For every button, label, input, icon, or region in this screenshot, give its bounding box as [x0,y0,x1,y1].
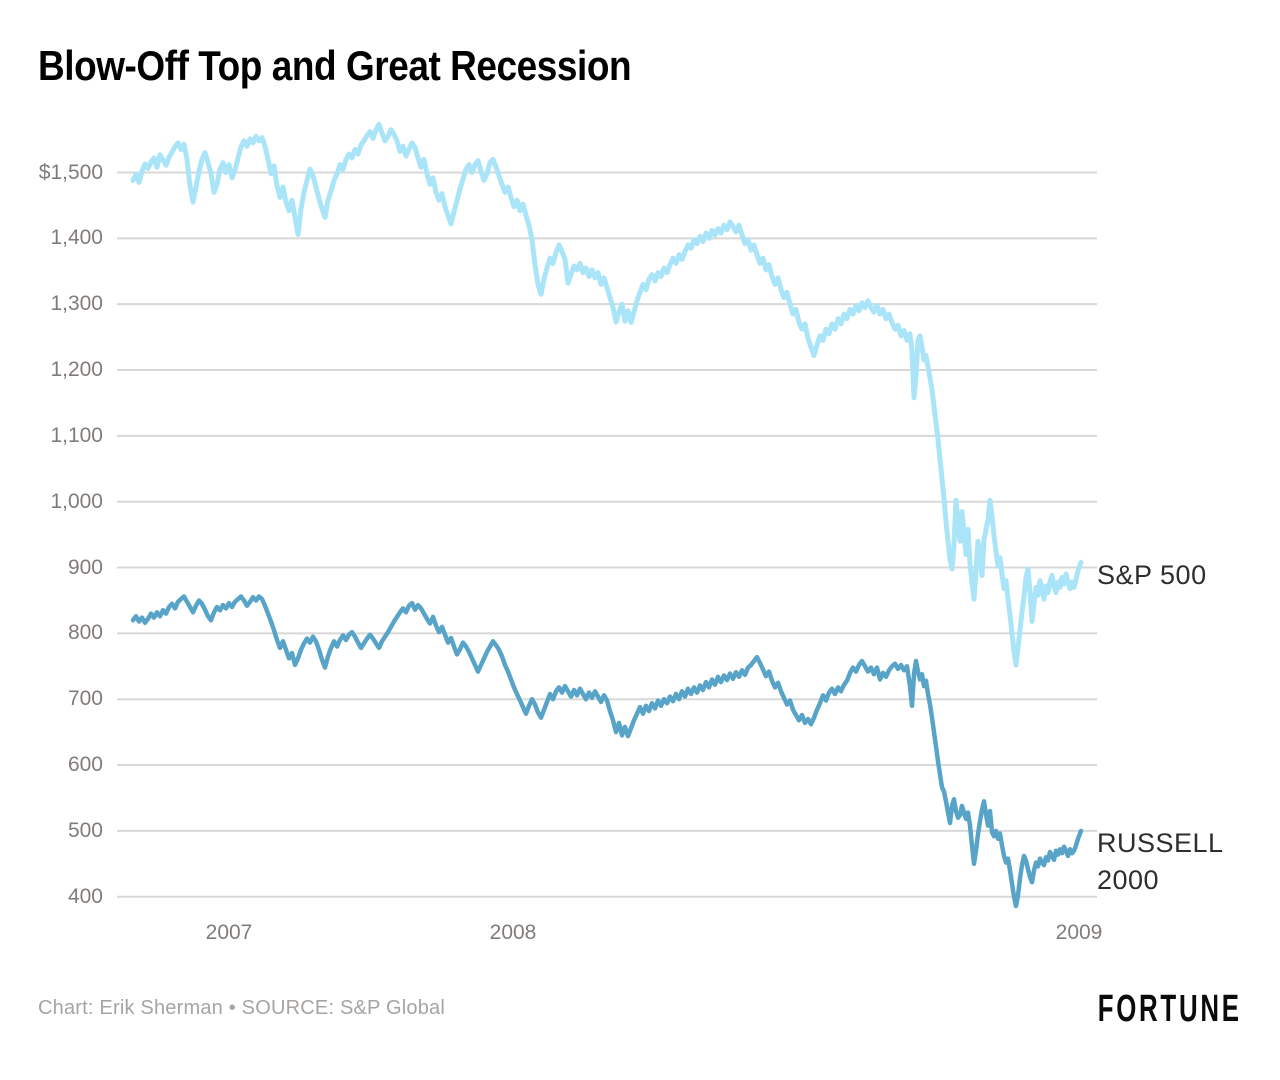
x-axis-label: 2008 [489,921,537,944]
y-axis-label: 1,300 [50,292,103,316]
footer-credit: Chart: Erik Sherman • SOURCE: S&P Global [38,997,445,1019]
y-axis-label: 700 [67,687,103,711]
page-title: Blow-Off Top and Great Recession [38,42,632,89]
y-axis-label: 500 [67,818,103,842]
russell2000-series-label-line1: RUSSELL [1097,828,1224,858]
sp500-series-label: S&P 500 [1097,560,1207,590]
y-axis-label: 1,400 [50,226,103,250]
y-axis-label: 800 [67,621,103,645]
x-axis-label: 2007 [205,921,253,944]
y-axis-label: 1,200 [50,358,103,382]
y-axis-label: $1,500 [38,160,103,184]
russell2000-series-label-line2: 2000 [1097,865,1160,895]
y-axis-label: 1,000 [50,489,103,513]
sp500-line [130,121,1084,668]
y-axis-label: 900 [67,555,103,579]
y-axis-label: 1,100 [50,423,103,447]
y-axis-label: 600 [67,753,103,777]
russell2000-line [130,594,1084,909]
y-axis-label: 400 [67,884,103,908]
x-axis-label: 2009 [1055,921,1103,944]
fortune-logo: FORTUNE [1098,988,1242,1030]
russell2000-series-label: RUSSELL 2000 [1097,825,1224,899]
